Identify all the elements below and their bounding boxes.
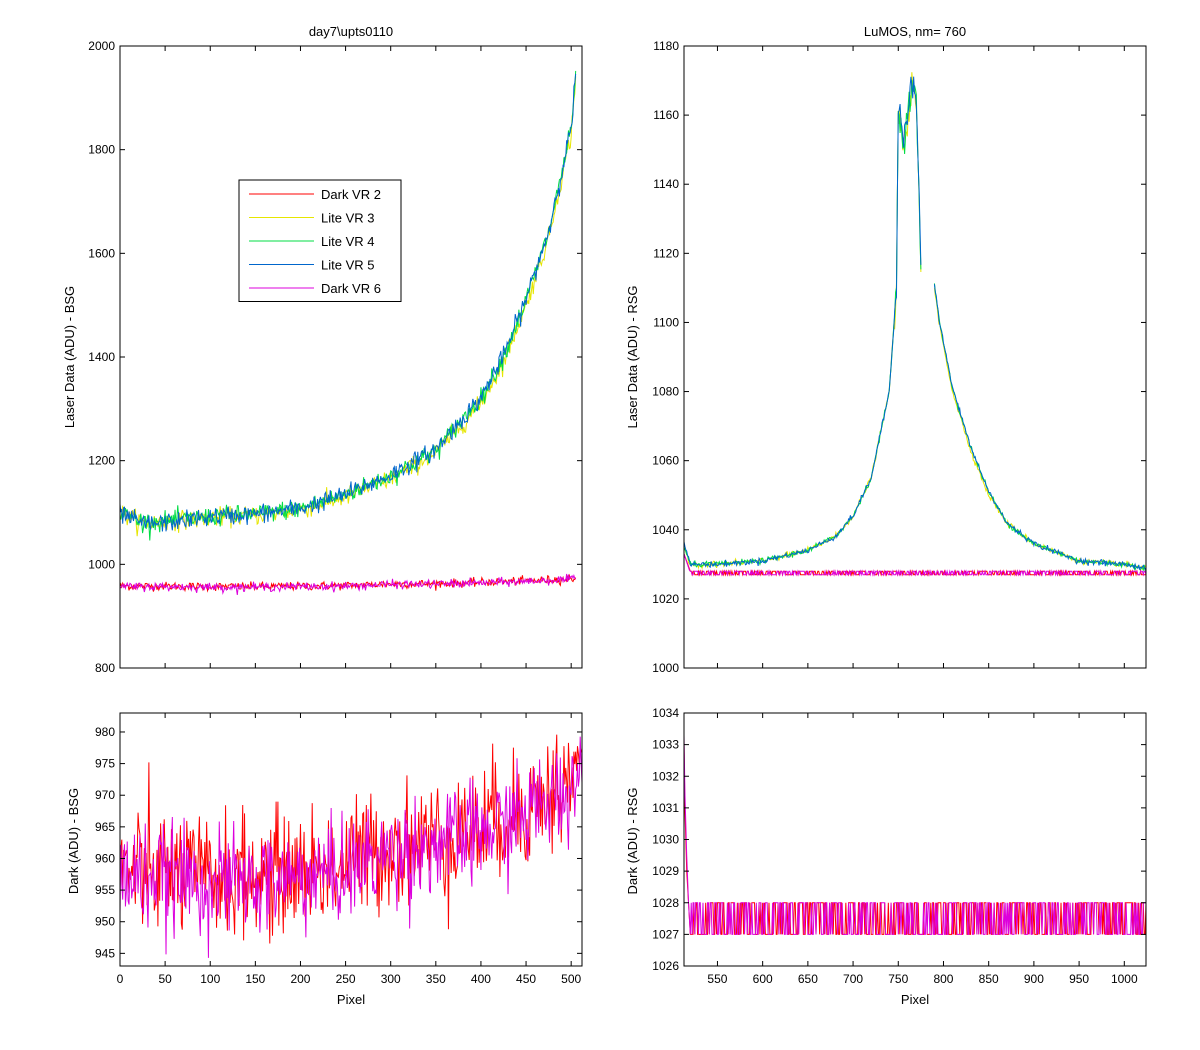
top-left-ytick-label: 1200 xyxy=(88,454,115,468)
bottom-right-xlabel: Pixel xyxy=(901,992,929,1007)
bottom-left-ytick-label: 950 xyxy=(95,915,115,929)
panel-bottom-left: Pixel Dark (ADU) - BSG xyxy=(66,788,365,1007)
bottom-right-ytick-label: 1034 xyxy=(652,706,679,720)
bottom-left-ytick-label: 975 xyxy=(95,757,115,771)
top-right-axes-frame xyxy=(683,45,1147,669)
bottom-left-axes-frame xyxy=(119,712,583,967)
bottom-left-ytick-label: 960 xyxy=(95,851,115,865)
top-right-ylabel: Laser Data (ADU) - RSG xyxy=(625,285,640,428)
top-left-ytick-label: 1400 xyxy=(88,350,115,364)
panel-top-left: day7\upts0110 Laser Data (ADU) - BSG xyxy=(62,24,393,428)
bottom-right-xtick-label: 700 xyxy=(843,972,863,986)
legend-label: Lite VR 4 xyxy=(321,234,374,249)
top-left-ytick-label: 1800 xyxy=(88,143,115,157)
bottom-right-xtick-label: 750 xyxy=(888,972,908,986)
top-left-ytick-label: 1000 xyxy=(88,557,115,571)
top-left-series-lite-vr-3 xyxy=(120,76,577,537)
bottom-right-ytick-label: 1032 xyxy=(652,769,679,783)
bottom-left-xtick-label: 0 xyxy=(117,972,124,986)
top-right-ytick-label: 1080 xyxy=(652,385,679,399)
bottom-left-ytick-label: 980 xyxy=(95,725,115,739)
legend-label: Lite VR 5 xyxy=(321,258,374,273)
bottom-left-xtick-label: 400 xyxy=(471,972,491,986)
legend-label: Dark VR 6 xyxy=(321,281,381,296)
bottom-left-series-dark-vr-6 xyxy=(120,736,582,958)
chart-bottom-right: 1026 1027 1028 1029 1030 1031 1032 1033 1034 550 6… xyxy=(652,706,1147,986)
top-right-ytick-label: 1060 xyxy=(652,454,679,468)
chart-top-left: 800 1000 1200 1400 1600 1800 2000 Dark VR 2 Lite… xyxy=(88,39,583,675)
bottom-left-ytick-label: 955 xyxy=(95,883,115,897)
bottom-right-xtick-label: 900 xyxy=(1024,972,1044,986)
panel-top-right: LuMOS, nm= 760 Laser Data (ADU) - RSG xyxy=(625,24,966,429)
top-right-series-lite-vr-4 xyxy=(684,79,1146,572)
bottom-right-xtick-label: 600 xyxy=(753,972,773,986)
bottom-left-ylabel: Dark (ADU) - BSG xyxy=(66,788,81,894)
bottom-right-ytick-label: 1030 xyxy=(652,833,679,847)
bottom-left-xtick-label: 150 xyxy=(245,972,265,986)
top-left-title: day7\upts0110 xyxy=(309,24,393,39)
bottom-right-xtick-label: 650 xyxy=(798,972,818,986)
chart-top-right: 1000 1020 1040 1060 1080 1100 1120 1140 1160 1180 xyxy=(652,39,1147,675)
bottom-left-xtick-label: 50 xyxy=(158,972,172,986)
bottom-right-xtick-label: 1000 xyxy=(1111,972,1138,986)
top-left-series-lite-vr-5 xyxy=(120,73,577,532)
bottom-left-xtick-label: 350 xyxy=(426,972,446,986)
bottom-right-ytick-label: 1031 xyxy=(652,801,679,815)
top-right-ytick-label: 1120 xyxy=(653,246,679,260)
bottom-right-xtick-label: 550 xyxy=(707,972,727,986)
top-right-plot-area xyxy=(684,72,1146,577)
legend-label: Dark VR 2 xyxy=(321,187,381,202)
top-right-ytick-label: 1040 xyxy=(652,523,679,537)
top-left-ytick-label: 1600 xyxy=(88,246,115,260)
top-right-ytick-label: 1000 xyxy=(652,661,679,675)
top-right-ytick-label: 1140 xyxy=(653,177,679,191)
top-right-ytick-label: 1160 xyxy=(653,108,679,122)
bottom-left-plot-area xyxy=(120,734,582,958)
top-right-series-dark-vr-6 xyxy=(684,553,1146,577)
bottom-right-series-dark-vr-6 xyxy=(684,735,1146,935)
top-right-series-lite-vr-5 xyxy=(684,76,1146,571)
legend: Dark VR 2 Lite VR 3 Lite VR 4 Lite VR 5 Dark… xyxy=(238,179,402,302)
bottom-right-xtick-label: 850 xyxy=(979,972,999,986)
bottom-left-xtick-label: 300 xyxy=(381,972,401,986)
bottom-left-ytick-label: 945 xyxy=(95,946,115,960)
bottom-left-xtick-label: 100 xyxy=(200,972,220,986)
bottom-right-plot-area xyxy=(684,735,1146,935)
bottom-left-xtick-label: 500 xyxy=(561,972,581,986)
bottom-right-ytick-label: 1028 xyxy=(652,896,679,910)
bottom-left-xtick-label: 200 xyxy=(290,972,310,986)
bottom-right-ytick-label: 1027 xyxy=(652,927,679,941)
top-right-title: LuMOS, nm= 760 xyxy=(864,24,966,39)
top-left-ylabel: Laser Data (ADU) - BSG xyxy=(62,286,77,428)
top-left-axes-frame xyxy=(119,45,583,669)
bottom-left-ytick-label: 970 xyxy=(95,788,115,802)
top-left-ytick-label: 2000 xyxy=(88,39,115,53)
top-left-series-lite-vr-4 xyxy=(120,70,577,541)
top-left-ytick-label: 800 xyxy=(95,661,115,675)
bottom-left-xtick-label: 250 xyxy=(336,972,356,986)
bottom-right-ytick-label: 1029 xyxy=(652,864,679,878)
bottom-right-ytick-label: 1033 xyxy=(652,738,679,752)
top-right-ytick-label: 1020 xyxy=(652,592,679,606)
top-left-plot-area xyxy=(120,70,577,596)
bottom-right-xtick-label: 800 xyxy=(933,972,953,986)
bottom-right-ylabel: Dark (ADU) - RSG xyxy=(625,788,640,895)
bottom-left-xlabel: Pixel xyxy=(337,992,365,1007)
chart-bottom-left: 945 950 955 960 965 970 975 980 0 50 100 150 200 250 3… xyxy=(95,712,583,986)
top-right-ytick-label: 1100 xyxy=(653,315,679,329)
legend-label: Lite VR 3 xyxy=(321,211,374,226)
bottom-right-ytick-label: 1026 xyxy=(652,959,679,973)
bottom-left-xtick-label: 450 xyxy=(516,972,536,986)
top-left-series-dark-vr-6 xyxy=(120,573,576,596)
top-right-ytick-label: 1180 xyxy=(653,39,679,53)
bottom-right-xtick-label: 950 xyxy=(1069,972,1089,986)
panel-bottom-right: Pixel Dark (ADU) - RSG xyxy=(625,788,929,1007)
bottom-left-ytick-label: 965 xyxy=(95,820,115,834)
top-right-series-lite-vr-3 xyxy=(684,72,1146,571)
